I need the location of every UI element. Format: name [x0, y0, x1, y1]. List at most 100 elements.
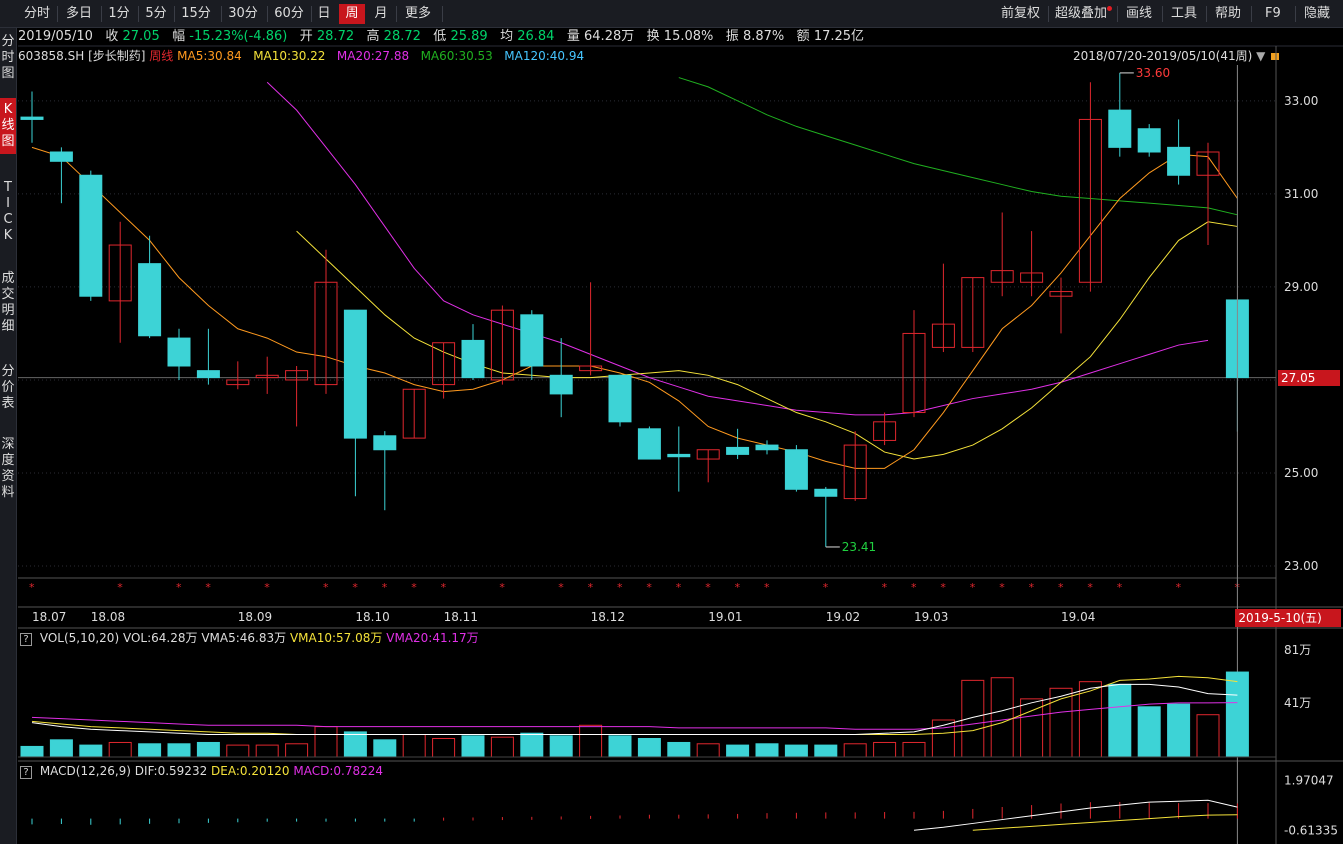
high-value: 28.72: [383, 29, 421, 44]
candle-body: [255, 374, 279, 379]
low-label: 低: [433, 29, 447, 44]
candle-body: [138, 263, 162, 337]
help-icon[interactable]: ?: [20, 633, 32, 646]
candle-body: [167, 337, 191, 367]
candle-body: [373, 435, 397, 451]
divider: [221, 6, 222, 22]
volume-bar: [843, 743, 867, 758]
open-value: 28.72: [316, 29, 355, 44]
macd-indicator-name[interactable]: MACD(12,26,9): [39, 764, 131, 778]
date-range-selector[interactable]: 2018/07/20-2019/05/10(41周) ▼: [1073, 48, 1280, 64]
volume-value: 64.28万: [584, 29, 635, 44]
period-tab-more[interactable]: 更多: [404, 6, 431, 21]
date-axis-label: 18.12: [591, 610, 625, 624]
divider: [1251, 6, 1252, 22]
divider: [1162, 6, 1163, 22]
divider: [267, 6, 268, 22]
low-marker-label: 23.41: [842, 540, 876, 554]
side-tab-profile[interactable]: 深 度 资 料: [1, 437, 15, 500]
avg-value: 26.84: [517, 29, 555, 44]
vol-indicator-name[interactable]: VOL(5,10,20): [39, 631, 120, 645]
ma20-label: MA20:27.88: [336, 49, 410, 63]
candle-body: [226, 379, 250, 386]
event-star-icon: *: [117, 581, 123, 594]
volume-bar: [990, 677, 1014, 758]
dropdown-triangle-icon: ▼: [1256, 49, 1266, 63]
period-tab-week[interactable]: 周: [339, 4, 365, 24]
volume-bar: [49, 739, 73, 758]
event-star-icon: *: [617, 581, 623, 594]
left-sidebar: 分 时 图 K 线 图 T I C K 成 交 明 细 分 价 表 深 度 资 …: [0, 28, 17, 844]
vma10-value: VMA10:57.08万: [289, 631, 383, 645]
draw-button[interactable]: 画线: [1126, 6, 1153, 21]
stock-code: 603858.SH: [18, 49, 85, 63]
vma20-value: VMA20:41.17万: [386, 631, 479, 645]
open-label: 开: [299, 29, 313, 44]
event-star-icon: *: [1176, 581, 1182, 594]
period-tab-30min[interactable]: 30分: [228, 6, 258, 21]
period-tab-day[interactable]: 日: [317, 6, 331, 21]
tools-button[interactable]: 工具: [1171, 6, 1198, 21]
side-tab-tick[interactable]: T I C K: [3, 180, 13, 243]
event-star-icon: *: [499, 581, 505, 594]
divider: [1048, 6, 1049, 22]
f9-button[interactable]: F9: [1265, 6, 1281, 21]
event-star-icon: *: [764, 581, 770, 594]
period-tab-1min[interactable]: 1分: [108, 6, 130, 21]
candle-body: [1108, 109, 1132, 148]
candle-body: [1078, 118, 1102, 283]
period-tab-60min[interactable]: 60分: [274, 6, 304, 21]
volume-bar: [138, 743, 162, 758]
period-label[interactable]: 周线: [149, 49, 174, 63]
help-icon[interactable]: ?: [20, 766, 32, 779]
candle-body: [285, 370, 309, 381]
volume-bar: [549, 735, 573, 758]
dea-value: DEA:0.20120: [211, 764, 290, 778]
volume-label: 量: [566, 29, 580, 44]
ma60-line: [678, 77, 1238, 216]
period-tab-5min[interactable]: 5分: [145, 6, 167, 21]
hide-button[interactable]: 隐藏: [1304, 6, 1331, 21]
event-star-icon: *: [823, 581, 829, 594]
change-value: -15.23%(-4.86): [189, 29, 288, 44]
volume-bar: [343, 731, 367, 758]
volume-bar: [108, 741, 132, 758]
event-star-icon: *: [1029, 581, 1035, 594]
side-tab-price-table[interactable]: 分 价 表: [1, 364, 15, 411]
volume-bar: [667, 741, 691, 758]
side-tab-kline[interactable]: K 线 图: [0, 98, 16, 154]
candle-body: [402, 388, 426, 439]
candle-body: [520, 314, 544, 367]
close-value: 27.05: [122, 29, 160, 44]
adjust-button[interactable]: 前复权: [1001, 6, 1041, 21]
event-star-icon: *: [29, 581, 35, 594]
overlay-button[interactable]: 超级叠加: [1055, 6, 1108, 21]
help-button[interactable]: 帮助: [1215, 6, 1242, 21]
candle-body: [931, 323, 955, 348]
period-tab-fenshi[interactable]: 分时: [23, 6, 50, 21]
stock-name: [步长制药]: [88, 49, 146, 63]
event-star-icon: *: [205, 581, 211, 594]
candle-body: [579, 365, 603, 372]
volume-bar: [520, 732, 544, 758]
side-tab-trades[interactable]: 成 交 明 细: [1, 271, 15, 334]
candle-body: [726, 446, 750, 455]
date-axis-label: 18.07: [32, 610, 66, 624]
ma5-label: MA5:30.84: [177, 49, 242, 63]
amplitude-value: 8.87%: [742, 29, 785, 44]
volume-bar: [373, 739, 397, 758]
period-tab-multiday[interactable]: 多日: [65, 6, 92, 21]
volume-bar: [314, 726, 338, 758]
period-tab-month[interactable]: 月: [374, 6, 388, 21]
vma20-line: [31, 702, 1238, 730]
quote-date: 2019/05/10: [18, 29, 93, 44]
divider: [311, 6, 312, 22]
price-axis-label: 25.00: [1284, 466, 1318, 480]
side-tab-fenshi[interactable]: 分 时 图: [1, 34, 15, 81]
period-tab-15min[interactable]: 15分: [181, 6, 211, 21]
dea-line: [972, 814, 1238, 831]
date-axis-label: 19.01: [708, 610, 742, 624]
volume-bar: [1167, 703, 1191, 758]
candle-body: [961, 277, 985, 348]
